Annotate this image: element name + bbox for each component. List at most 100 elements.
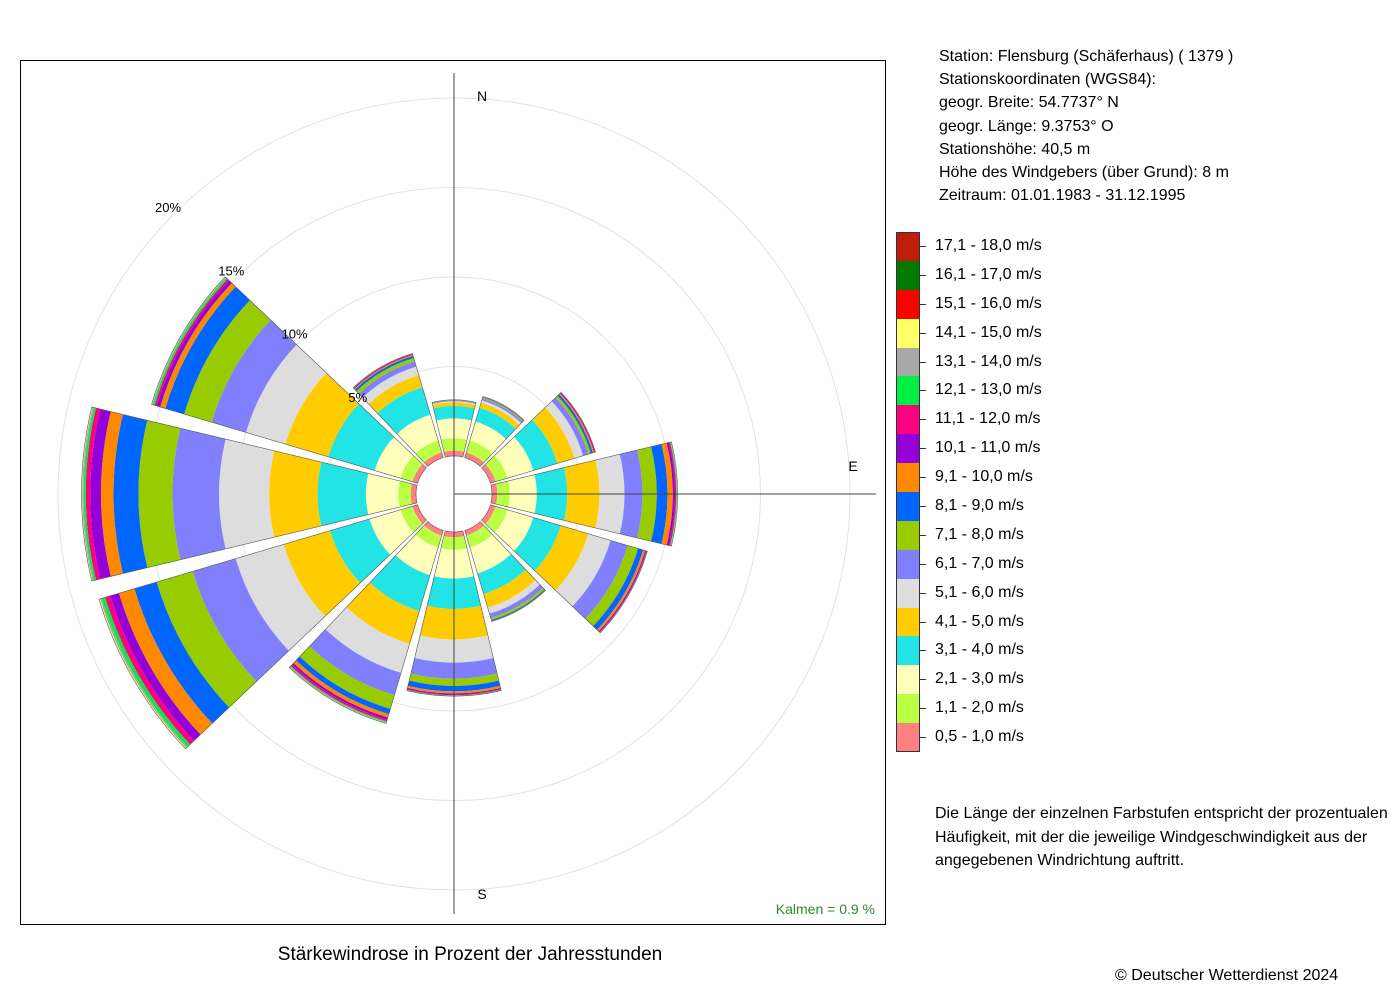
sector-band bbox=[661, 442, 673, 546]
sector-band bbox=[490, 587, 545, 621]
legend-tick bbox=[920, 274, 926, 276]
sector-band bbox=[397, 414, 439, 454]
legend-tick bbox=[920, 592, 926, 594]
ring-label: 20% bbox=[155, 200, 181, 215]
legend-label: 10,1 - 11,0 m/s bbox=[935, 439, 1041, 457]
sector-band bbox=[469, 421, 507, 454]
legend-swatch bbox=[896, 636, 920, 666]
sector-240 bbox=[98, 504, 427, 750]
sector-band bbox=[415, 440, 442, 463]
sector-270 bbox=[81, 406, 418, 582]
legend-tick bbox=[920, 390, 926, 392]
time-period: Zeitraum: 01.01.1983 - 31.12.1995 bbox=[939, 187, 1186, 205]
sector-band bbox=[483, 569, 536, 608]
sector-band bbox=[593, 548, 644, 630]
sector-30 bbox=[464, 396, 525, 467]
station-coords-heading: Stationskoordinaten (WGS84): bbox=[939, 71, 1156, 89]
sector-band bbox=[83, 407, 96, 581]
sector-band bbox=[481, 504, 496, 524]
sector-band bbox=[485, 455, 508, 482]
calm-label: Kalmen = 0.9 % bbox=[776, 901, 875, 917]
sector-band bbox=[481, 464, 496, 484]
legend-label: 15,1 - 16,0 m/s bbox=[935, 294, 1042, 312]
sector-band bbox=[325, 607, 410, 673]
sector-outline bbox=[431, 399, 477, 458]
sector-band bbox=[283, 530, 361, 617]
sector-outline bbox=[464, 521, 546, 622]
sector-band bbox=[412, 504, 427, 524]
legend-tick bbox=[920, 419, 926, 421]
sector-band bbox=[377, 387, 431, 434]
legend-swatch bbox=[896, 260, 920, 290]
sector-band bbox=[317, 462, 369, 526]
sector-band bbox=[138, 420, 181, 568]
sector-band bbox=[432, 401, 476, 405]
wind-rose-plot: N E S 5% 10% 15% 20% Kalmen = 0.9 % bbox=[20, 60, 886, 925]
chart-title: Stärkewindrose in Prozent der Jahresstun… bbox=[277, 944, 663, 965]
sector-band bbox=[365, 473, 400, 515]
sector-band bbox=[557, 394, 593, 454]
legend-swatch bbox=[896, 376, 920, 406]
sector-band bbox=[330, 519, 391, 583]
sector-band bbox=[666, 442, 675, 546]
legend-tick bbox=[920, 246, 926, 247]
sector-band bbox=[118, 588, 213, 735]
anemometer-height: Höhe des Windgebers (über Grund): 8 m bbox=[939, 164, 1229, 182]
sector-band bbox=[551, 397, 589, 456]
sector-band bbox=[485, 506, 508, 533]
sector-band bbox=[545, 401, 584, 459]
sector-outline bbox=[464, 396, 525, 467]
sector-150 bbox=[464, 521, 546, 622]
legend-label: 17,1 - 18,0 m/s bbox=[935, 237, 1042, 254]
sector-band bbox=[356, 358, 415, 394]
sector-band bbox=[134, 582, 230, 724]
sector-outline bbox=[490, 441, 678, 547]
sector-band bbox=[668, 442, 677, 546]
sector-120 bbox=[481, 504, 648, 634]
legend-swatch bbox=[896, 549, 920, 579]
note-line: Häufigkeit, mit der die jeweilige Windge… bbox=[935, 828, 1368, 846]
sector-band bbox=[489, 584, 543, 618]
legend-label: 2,1 - 3,0 m/s bbox=[935, 670, 1024, 688]
legend-tick bbox=[920, 332, 926, 334]
sector-band bbox=[494, 509, 534, 551]
sector-band bbox=[400, 506, 423, 533]
sector-band bbox=[481, 400, 522, 425]
legend-swatch bbox=[896, 463, 920, 493]
direction-label-e: E bbox=[848, 458, 857, 474]
legend-label: 1,1 - 2,0 m/s bbox=[935, 699, 1024, 717]
sector-band bbox=[432, 400, 476, 404]
legend-swatch bbox=[896, 492, 920, 521]
sector-band bbox=[362, 366, 419, 405]
sector-band bbox=[479, 402, 520, 429]
sector-band bbox=[494, 437, 534, 479]
sector-band bbox=[309, 629, 402, 696]
sector-outline bbox=[352, 353, 444, 467]
sector-band bbox=[235, 544, 326, 651]
sector-band bbox=[299, 646, 395, 709]
sector-band bbox=[219, 439, 275, 549]
ring-label: 5% bbox=[348, 390, 367, 405]
sector-band bbox=[192, 558, 289, 682]
legend-tick bbox=[920, 506, 926, 508]
sector-band bbox=[432, 400, 476, 404]
sector-band bbox=[395, 534, 439, 576]
sector-band bbox=[172, 428, 226, 560]
direction-label-n: N bbox=[477, 88, 487, 104]
wind-rose-svg: N E S 5% 10% 15% 20% Kalmen = 0.9 % bbox=[57, 73, 876, 917]
legend-swatch bbox=[896, 665, 920, 695]
legend-label: 6,1 - 7,0 m/s bbox=[935, 554, 1024, 572]
sector-band bbox=[407, 688, 501, 696]
legend-label: 13,1 - 14,0 m/s bbox=[935, 352, 1042, 370]
sector-band bbox=[585, 545, 639, 627]
note-line: Die Länge der einzelnen Farbstufen entsp… bbox=[935, 805, 1388, 822]
sector-band bbox=[466, 525, 493, 548]
legend-tick bbox=[920, 303, 926, 305]
sector-band bbox=[328, 403, 394, 471]
sector-band bbox=[464, 521, 484, 536]
station-longitude: geogr. Länge: 9.3753° O bbox=[939, 117, 1114, 135]
sector-band bbox=[346, 582, 420, 644]
legend-swatch bbox=[896, 578, 920, 608]
legend-label: 3,1 - 4,0 m/s bbox=[935, 641, 1024, 659]
sector-band bbox=[410, 483, 418, 505]
